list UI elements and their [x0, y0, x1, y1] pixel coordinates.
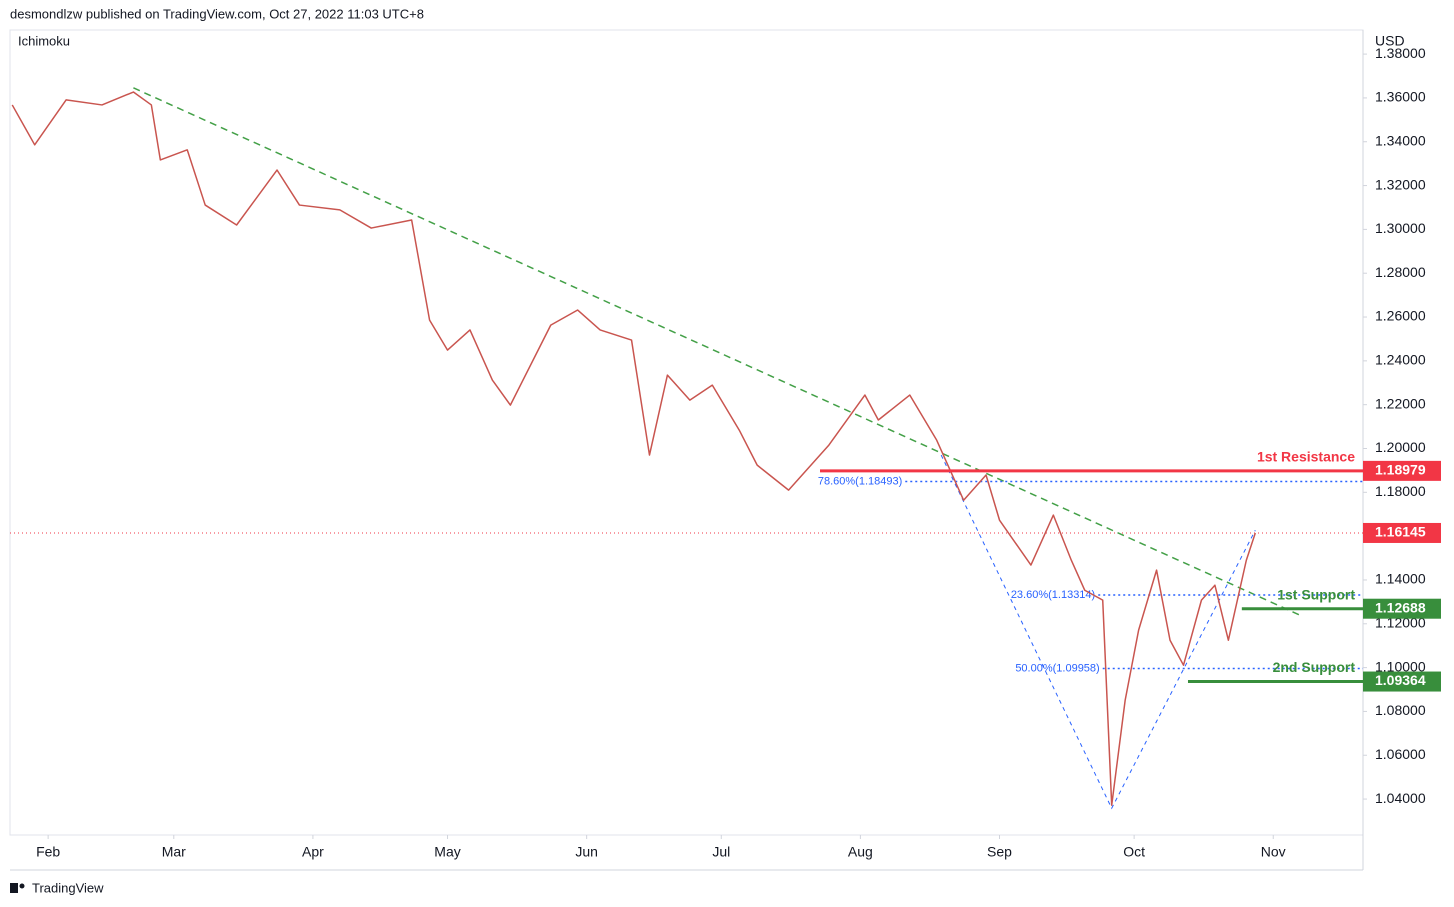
x-tick-label: Apr [302, 844, 324, 860]
price-tag [1363, 671, 1441, 692]
price-tag-label: 1.09364 [1375, 672, 1426, 688]
x-tick-label: Feb [36, 844, 60, 860]
brand: TradingView [32, 880, 104, 895]
y-tick-label: 1.14000 [1375, 571, 1426, 587]
x-tick-label: Sep [987, 844, 1012, 860]
price-tag-label: 1.18979 [1375, 462, 1426, 478]
y-tick-label: 1.06000 [1375, 746, 1426, 762]
y-tick-label: 1.04000 [1375, 790, 1426, 806]
y-tick-label: 1.22000 [1375, 395, 1426, 411]
price-tag [1363, 598, 1441, 619]
indicator-label: Ichimoku [18, 33, 70, 48]
x-tick-label: Nov [1261, 844, 1286, 860]
y-tick-label: 1.34000 [1375, 132, 1426, 148]
price-line [11, 91, 1257, 806]
fib-label: 50.00%(1.09958) [1015, 662, 1099, 674]
x-tick-label: Mar [162, 844, 186, 860]
y-tick-label: 1.26000 [1375, 308, 1426, 324]
fib-label: 78.60%(1.18493) [818, 475, 902, 487]
y-tick-label: 1.24000 [1375, 352, 1426, 368]
level-label: 1st Resistance [1257, 449, 1355, 465]
y-tick-label: 1.30000 [1375, 220, 1426, 236]
y-tick-label: 1.28000 [1375, 264, 1426, 280]
fib-path [940, 454, 1256, 810]
fib-label: 23.60%(1.13314) [1011, 589, 1095, 601]
currency-label: USD [1375, 33, 1405, 49]
x-tick-label: Jun [575, 844, 598, 860]
y-tick-label: 1.18000 [1375, 483, 1426, 499]
last-price-tag [1363, 522, 1441, 543]
x-tick-label: Jul [712, 844, 730, 860]
x-tick-label: Aug [848, 844, 873, 860]
level-label: 1st Support [1277, 586, 1355, 602]
last-price-label: 1.16145 [1375, 524, 1426, 540]
y-tick-label: 1.36000 [1375, 89, 1426, 105]
x-tick-label: May [434, 844, 460, 860]
y-tick-label: 1.08000 [1375, 702, 1426, 718]
x-tick-label: Oct [1123, 844, 1145, 860]
y-tick-label: 1.20000 [1375, 439, 1426, 455]
y-tick-label: 1.38000 [1375, 45, 1426, 61]
trendline [133, 87, 1301, 616]
y-tick-label: 1.10000 [1375, 658, 1426, 674]
level-label: 2nd Support [1273, 659, 1356, 675]
publisher-line: desmondlzw published on TradingView.com,… [10, 6, 424, 21]
price-tag [1363, 460, 1441, 481]
logo [10, 883, 25, 893]
y-tick-label: 1.32000 [1375, 176, 1426, 192]
price-tag-label: 1.12688 [1375, 599, 1426, 615]
